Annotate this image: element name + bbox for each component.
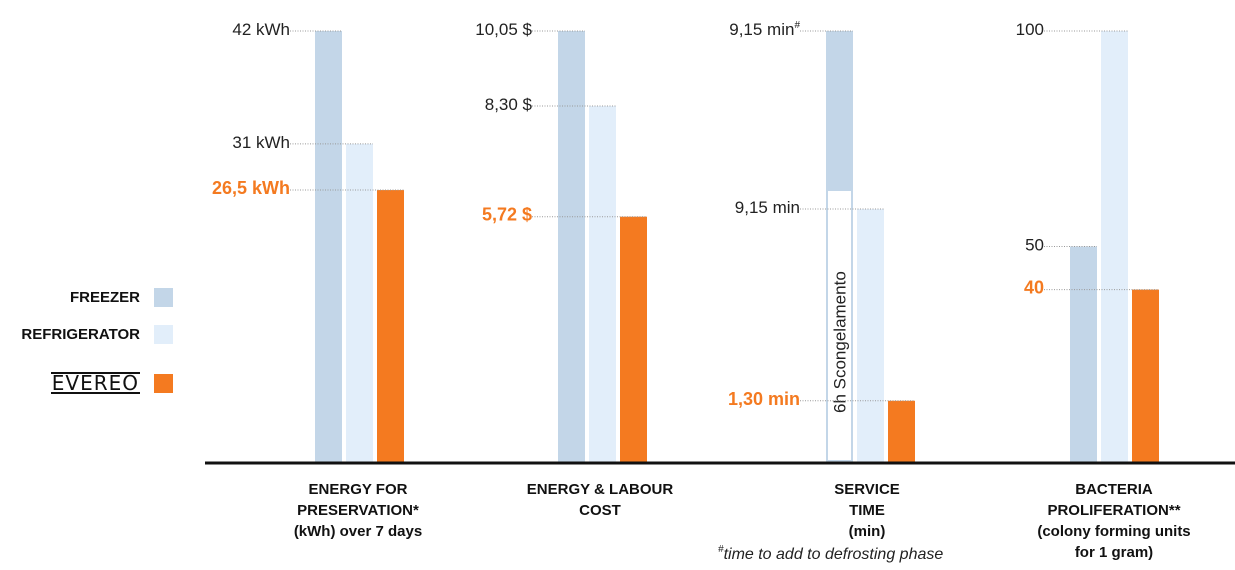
bar-refrigerator-1 — [589, 106, 616, 463]
value-label-2-2: 1,30 min — [728, 389, 800, 409]
evereo-logo: EVEREO — [50, 371, 140, 395]
footnote-mark: # — [718, 544, 724, 555]
defrost-label: 6h Scongelamento — [831, 271, 850, 413]
category-label-3-0: BACTERIA — [1075, 481, 1153, 498]
superscript-mark: # — [794, 20, 800, 31]
legend-refrigerator-swatch — [154, 325, 173, 344]
footnote: #time to add to defrosting phase — [718, 544, 943, 563]
bar-freezer-0 — [315, 31, 342, 462]
value-label-2-1: 5,72 $ — [482, 205, 532, 225]
bar-freezer-3 — [1070, 246, 1097, 462]
category-label-1-1: COST — [579, 502, 621, 519]
value-label-1-0: 31 kWh — [232, 133, 290, 152]
legend-freezer: FREEZER — [0, 288, 173, 307]
category-label-2-0: SERVICE — [834, 481, 900, 498]
bar-refrigerator-3 — [1101, 31, 1128, 462]
value-label-1-2: 9,15 min — [735, 198, 800, 217]
bar-freezer-2 — [826, 31, 853, 190]
value-label-1-1: 8,30 $ — [485, 95, 533, 114]
legend-refrigerator-label: REFRIGERATOR — [21, 326, 140, 343]
bar-evereo-0 — [377, 190, 404, 463]
bar-evereo-1 — [620, 216, 647, 462]
value-label-2-0: 26,5 kWh — [212, 178, 290, 198]
category-label-1-0: ENERGY & LABOUR — [527, 481, 674, 498]
value-label-0-1: 10,05 $ — [475, 20, 532, 39]
category-label-2-2: (min) — [849, 523, 886, 540]
legend-freezer-label: FREEZER — [69, 289, 140, 306]
bar-evereo-2 — [888, 400, 915, 462]
legend-evereo-swatch — [154, 373, 173, 393]
legend-refrigerator: REFRIGERATOR — [0, 325, 173, 344]
legend-evereo: EVEREO — [0, 371, 173, 395]
value-label-0-2: 9,15 min# — [729, 20, 800, 39]
bar-defrost-segment — [826, 189, 853, 462]
category-label-3-2: (colony forming units — [1037, 523, 1190, 540]
category-label-0-0: ENERGY FOR — [309, 481, 408, 498]
value-label-2-3: 40 — [1024, 278, 1044, 298]
category-label-0-2: (kWh) over 7 days — [294, 523, 422, 540]
bar-evereo-3 — [1132, 289, 1159, 462]
value-label-1-3: 100 — [1016, 20, 1044, 39]
category-label-3-1: PROLIFERATION** — [1047, 502, 1180, 519]
value-label-0-3: 50 — [1025, 236, 1044, 255]
value-label-0-0: 42 kWh — [232, 20, 290, 39]
legend-freezer-swatch — [154, 288, 173, 307]
bar-refrigerator-2 — [857, 209, 884, 462]
category-label-3-3: for 1 gram) — [1075, 544, 1153, 561]
footnote-text: time to add to defrosting phase — [724, 546, 944, 563]
bar-refrigerator-0 — [346, 143, 373, 462]
bar-freezer-1 — [558, 31, 585, 462]
category-label-2-1: TIME — [849, 502, 885, 519]
category-label-0-1: PRESERVATION* — [297, 502, 419, 519]
